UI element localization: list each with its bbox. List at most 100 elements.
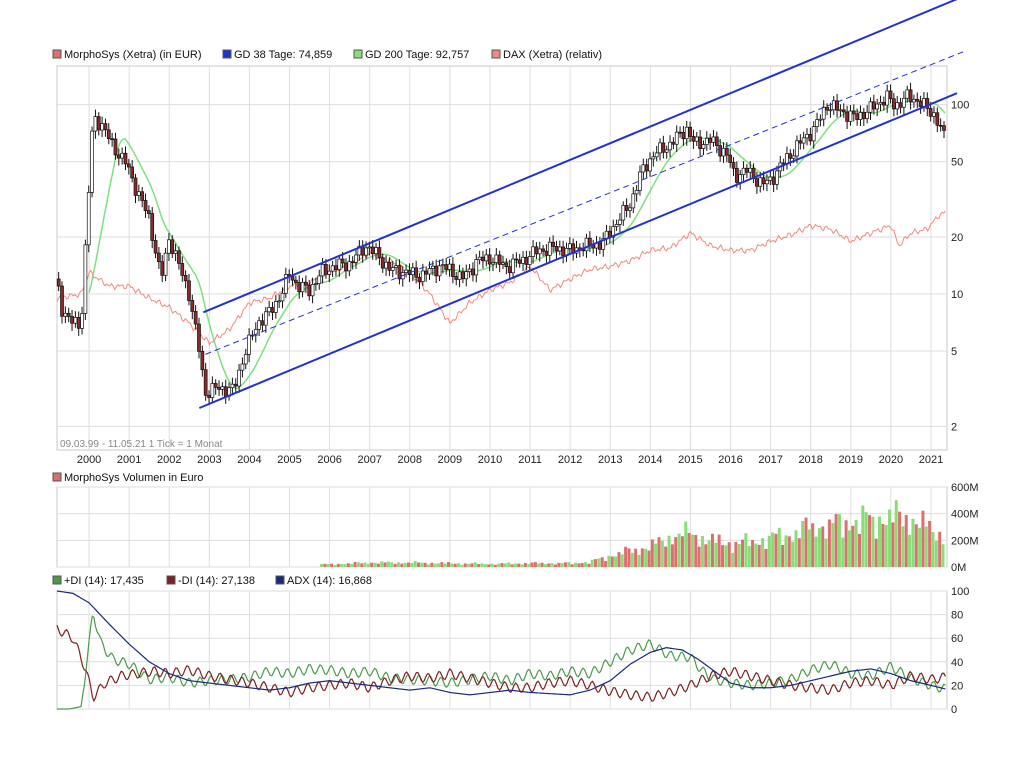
candle <box>704 131 709 151</box>
volume-bar <box>841 537 845 567</box>
candle <box>83 239 88 320</box>
candle-body <box>397 265 402 280</box>
candle <box>137 184 141 202</box>
price-x-tick-label: 2016 <box>718 454 742 466</box>
volume-bar <box>938 531 942 567</box>
candle-body <box>527 256 532 265</box>
candle <box>297 275 302 299</box>
candle <box>908 82 913 110</box>
volume-bar <box>931 532 935 567</box>
candle-body <box>915 99 920 102</box>
candle <box>608 225 612 244</box>
volume-bar <box>637 554 641 567</box>
dmi-y-tick-label: 20 <box>951 680 963 692</box>
volume-bar <box>490 563 494 567</box>
legend-minus-di: -DI (14): 27,138 <box>178 575 255 587</box>
candle-body <box>805 133 809 139</box>
candle <box>654 145 659 162</box>
candle <box>745 164 749 179</box>
candle <box>347 254 352 276</box>
candle-body <box>798 140 803 144</box>
candle <box>674 125 679 152</box>
candle-body <box>143 200 148 212</box>
candle <box>631 186 636 214</box>
candle <box>60 281 64 324</box>
candle-body <box>932 112 936 117</box>
candle <box>454 271 459 286</box>
candle <box>103 118 108 137</box>
candle-body <box>110 138 114 141</box>
candle <box>126 158 131 175</box>
candle <box>277 294 282 308</box>
candle <box>825 103 829 116</box>
candle-body <box>133 177 138 196</box>
candle-body <box>310 283 315 297</box>
volume-bar <box>824 538 828 567</box>
candle-body <box>267 307 271 313</box>
candle-body <box>601 238 606 250</box>
volume-bar <box>751 539 755 567</box>
volume-bar <box>821 526 825 567</box>
candle-body <box>628 207 632 211</box>
candle-body <box>658 142 662 154</box>
candle <box>521 251 525 272</box>
candle-body <box>354 254 358 263</box>
volume-bar <box>386 561 390 567</box>
volume-bar <box>573 562 577 567</box>
volume-bar <box>918 527 922 567</box>
candle <box>390 260 395 278</box>
volume-bar <box>757 544 761 567</box>
candle <box>66 307 71 323</box>
candle <box>551 235 555 253</box>
candle <box>147 205 151 219</box>
price-x-tick-label: 2014 <box>638 454 662 466</box>
candle <box>858 105 863 127</box>
candle <box>471 262 475 282</box>
volume-y-tick-label: 400M <box>951 509 979 521</box>
candle-body <box>163 252 168 276</box>
volume-bar <box>323 563 327 567</box>
candle <box>213 379 218 395</box>
volume-bar <box>774 533 778 567</box>
volume-bar <box>543 564 547 567</box>
candle <box>835 93 839 118</box>
candle-body <box>517 259 522 264</box>
plus-di-line <box>57 615 946 710</box>
candle-body <box>704 137 709 145</box>
candle-body <box>477 256 482 260</box>
candle <box>922 91 926 112</box>
candle-body <box>93 116 98 132</box>
volume-bar <box>396 562 400 567</box>
candle-body <box>808 133 813 142</box>
candle <box>815 112 819 133</box>
volume-bar <box>400 563 404 567</box>
candle-body <box>394 265 398 268</box>
candle <box>851 104 856 122</box>
candle <box>765 174 769 192</box>
volume-bar <box>563 562 567 567</box>
candle-body <box>243 354 248 365</box>
price-x-axis: 2000 2001 2002 2003 2004 2005 2006 2007 2008 2009… <box>77 454 943 466</box>
volume-bar <box>851 525 855 567</box>
candle <box>567 237 572 255</box>
volume-bars <box>320 500 945 567</box>
volume-bar <box>346 563 350 567</box>
volume-bar <box>363 562 367 567</box>
volume-bar <box>884 524 888 567</box>
candle <box>491 257 495 272</box>
candle <box>611 219 616 245</box>
candle <box>671 137 676 150</box>
candle-body <box>905 89 910 99</box>
candle-body <box>190 300 195 312</box>
candle-body <box>177 250 181 264</box>
volume-bar <box>924 526 928 567</box>
candle <box>865 105 870 124</box>
volume-bar <box>697 546 701 567</box>
candle <box>831 96 836 115</box>
candle-body <box>664 149 669 153</box>
candle-body <box>441 264 445 267</box>
volume-bar <box>530 562 534 567</box>
legend-swatch-price <box>52 49 62 59</box>
volume-bar <box>630 552 634 567</box>
candle <box>247 328 251 363</box>
